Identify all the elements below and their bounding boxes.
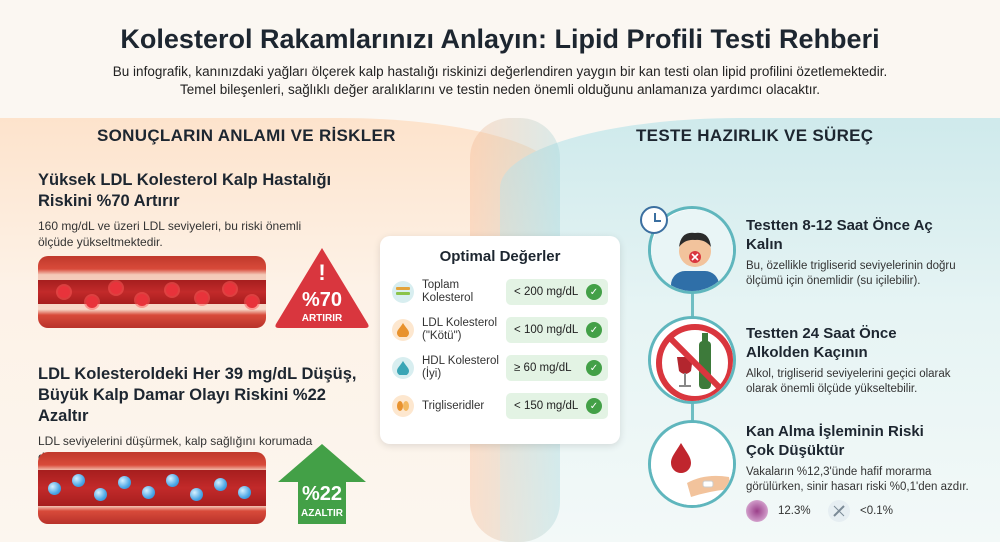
nerve-icon xyxy=(828,500,850,522)
row-label: Trigliseridler xyxy=(422,399,485,412)
check-icon: ✓ xyxy=(586,398,602,414)
optimal-row-total-cholesterol: Toplam Kolesterol < 200 mg/dL ✓ xyxy=(392,273,608,311)
step-title: Testten 8-12 Saat Önce Aç Kalın xyxy=(746,217,933,253)
capsule-icon xyxy=(392,395,414,417)
page-subtitle: Bu infografik, kanınızdaki yağları ölçer… xyxy=(70,63,930,99)
step-fasting: Testten 8-12 Saat Önce Aç Kalın Bu, özel… xyxy=(746,216,982,289)
risk-increase-label: ARTIRIR xyxy=(302,313,343,324)
svg-text:!: ! xyxy=(318,260,325,285)
check-icon: ✓ xyxy=(586,284,602,300)
optimal-values-card: Optimal Değerler Toplam Kolesterol < 200… xyxy=(380,236,620,444)
bars-icon xyxy=(392,281,414,303)
subtitle-line-2: Temel bileşenleri, sağlıklı değer aralık… xyxy=(179,82,821,97)
page-title: Kolesterol Rakamlarınızı Anlayın: Lipid … xyxy=(120,24,880,54)
step-title: Kan Alma İşleminin Riski Çok Düşüktür xyxy=(746,423,924,459)
step-no-alcohol: Testten 24 Saat Önce Alkolden Kaçının Al… xyxy=(746,324,982,397)
step-title: Testten 24 Saat Önce Alkolden Kaçının xyxy=(746,325,897,361)
card-title: Optimal Değerler xyxy=(439,248,561,265)
row-label: Toplam Kolesterol xyxy=(422,279,474,304)
risk-description: 160 mg/dL ve üzeri LDL seviyeleri, bu ri… xyxy=(38,219,302,249)
value-pill: < 200 mg/dL ✓ xyxy=(506,279,608,305)
green-up-arrow-icon: %22 AZALTIR xyxy=(278,444,366,524)
risk-block-high-ldl: Yüksek LDL Kolesterol Kalp Hastalığı Ris… xyxy=(38,170,378,250)
optimal-row-triglycerides: Trigliseridler < 150 mg/dL ✓ xyxy=(392,387,608,425)
check-icon: ✓ xyxy=(586,322,602,338)
blood-draw-icon xyxy=(648,420,736,508)
risk-reduction-value: %22 xyxy=(302,483,342,505)
no-alcohol-icon xyxy=(648,316,736,404)
nerve-damage-stat: <0.1% xyxy=(828,500,893,522)
row-value: < 150 mg/dL xyxy=(514,400,579,412)
optimal-row-hdl: HDL Kolesterol (İyi) ≥ 60 mg/dL ✓ xyxy=(392,349,608,387)
subtitle-line-1: Bu infografik, kanınızdaki yağları ölçer… xyxy=(112,64,888,79)
narrow-artery-illustration xyxy=(38,256,266,328)
healthy-artery-illustration xyxy=(38,452,266,524)
drop-icon xyxy=(392,319,414,341)
nerve-stat-value: <0.1% xyxy=(860,505,893,517)
check-icon: ✓ xyxy=(586,360,602,376)
bruise-stat: 12.3% xyxy=(746,500,811,522)
risk-title: LDL Kolesteroldeki Her 39 mg/dL Düşüş, B… xyxy=(38,365,357,425)
bruise-icon xyxy=(746,500,768,522)
row-label: LDL Kolesterol ("Kötü") xyxy=(422,317,498,342)
risk-reduction-label: AZALTIR xyxy=(301,508,344,519)
optimal-row-ldl: LDL Kolesterol ("Kötü") < 100 mg/dL ✓ xyxy=(392,311,608,349)
step-description: Alkol, trigliserid seviyelerini geçici o… xyxy=(746,368,951,395)
row-value: ≥ 60 mg/dL xyxy=(514,362,572,374)
row-value: < 200 mg/dL xyxy=(514,286,579,298)
step-blood-draw: Kan Alma İşleminin Riski Çok Düşüktür Va… xyxy=(746,422,982,495)
page-header: Kolesterol Rakamlarınızı Anlayın: Lipid … xyxy=(0,0,1000,112)
row-value: < 100 mg/dL xyxy=(514,324,579,336)
risk-title: Yüksek LDL Kolesterol Kalp Hastalığı Ris… xyxy=(38,171,332,210)
step-description: Bu, özellikle trigliserid seviyelerinin … xyxy=(746,260,956,287)
bruise-stat-value: 12.3% xyxy=(778,505,811,517)
clock-icon xyxy=(640,206,668,234)
risk-increase-value: %70 xyxy=(302,289,342,311)
step-description: Vakaların %12,3'ünde hafif morarma görül… xyxy=(746,466,969,493)
row-label: HDL Kolesterol (İyi) xyxy=(422,355,499,380)
value-pill: ≥ 60 mg/dL ✓ xyxy=(506,355,608,381)
warning-triangle-icon: ! %70 ARTIRIR xyxy=(275,248,369,328)
drop-icon xyxy=(392,357,414,379)
results-section-heading: SONUÇLARIN ANLAMI VE RİSKLER xyxy=(97,126,396,145)
value-pill: < 100 mg/dL ✓ xyxy=(506,317,608,343)
fasting-person-icon xyxy=(648,206,736,294)
preparation-section-heading: TESTE HAZIRLIK VE SÜREÇ xyxy=(636,126,874,145)
risk-block-ldl-reduction: LDL Kolesteroldeki Her 39 mg/dL Düşüş, B… xyxy=(38,364,378,465)
value-pill: < 150 mg/dL ✓ xyxy=(506,393,608,419)
